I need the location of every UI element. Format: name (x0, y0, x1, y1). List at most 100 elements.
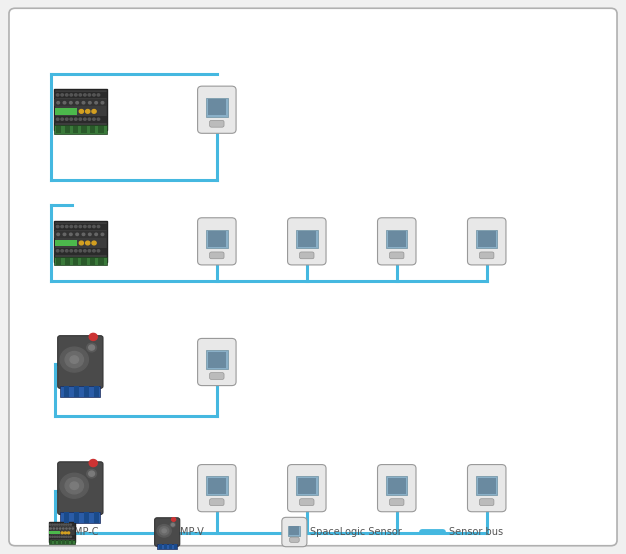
Circle shape (70, 94, 73, 96)
FancyBboxPatch shape (198, 338, 236, 386)
Circle shape (88, 118, 91, 120)
Circle shape (61, 524, 63, 525)
FancyBboxPatch shape (157, 544, 177, 550)
Circle shape (90, 334, 97, 341)
Bar (56, 126, 61, 133)
Circle shape (57, 101, 59, 104)
Bar (66, 540, 69, 543)
Circle shape (56, 536, 58, 537)
Circle shape (69, 528, 70, 529)
Circle shape (172, 517, 176, 521)
FancyBboxPatch shape (296, 476, 317, 495)
Bar (64, 258, 69, 265)
FancyBboxPatch shape (60, 386, 101, 397)
Circle shape (56, 524, 58, 525)
FancyBboxPatch shape (290, 537, 299, 542)
Bar (71, 540, 73, 543)
Bar (81, 258, 86, 265)
Circle shape (101, 101, 104, 104)
FancyBboxPatch shape (387, 478, 406, 494)
Circle shape (74, 94, 77, 96)
Circle shape (80, 110, 83, 113)
Circle shape (88, 101, 91, 104)
Circle shape (88, 94, 91, 96)
Circle shape (70, 225, 73, 228)
Bar (64, 512, 69, 523)
Circle shape (61, 536, 63, 537)
Circle shape (69, 101, 72, 104)
FancyBboxPatch shape (60, 512, 101, 523)
Circle shape (70, 118, 73, 120)
Circle shape (59, 524, 60, 525)
Bar (90, 126, 95, 133)
FancyBboxPatch shape (377, 465, 416, 512)
FancyBboxPatch shape (386, 476, 408, 495)
FancyBboxPatch shape (296, 229, 317, 248)
Circle shape (93, 94, 95, 96)
Circle shape (160, 527, 169, 535)
Circle shape (63, 233, 66, 235)
FancyBboxPatch shape (389, 499, 404, 506)
Circle shape (84, 225, 86, 228)
Bar (98, 126, 103, 133)
Circle shape (66, 536, 67, 537)
Circle shape (86, 241, 90, 245)
Bar (64, 126, 69, 133)
FancyBboxPatch shape (210, 373, 224, 379)
Bar (98, 258, 103, 265)
Bar (169, 544, 172, 550)
Bar (54, 257, 106, 265)
Circle shape (93, 250, 95, 252)
FancyBboxPatch shape (49, 522, 75, 542)
FancyBboxPatch shape (282, 517, 307, 547)
Bar (49, 531, 60, 535)
Bar (58, 540, 61, 543)
FancyBboxPatch shape (300, 252, 314, 259)
Bar (73, 258, 78, 265)
FancyBboxPatch shape (377, 218, 416, 265)
Bar (54, 92, 106, 98)
Circle shape (97, 225, 100, 228)
Circle shape (86, 110, 90, 113)
Circle shape (95, 233, 98, 235)
Bar (55, 240, 77, 247)
FancyBboxPatch shape (206, 350, 228, 369)
Bar (56, 258, 61, 265)
Circle shape (63, 101, 66, 104)
Bar (74, 512, 79, 523)
FancyBboxPatch shape (480, 252, 494, 259)
Bar (164, 544, 167, 550)
Circle shape (87, 343, 96, 352)
Bar (81, 126, 86, 133)
Circle shape (172, 524, 174, 526)
Circle shape (61, 250, 63, 252)
Circle shape (89, 345, 95, 350)
FancyBboxPatch shape (476, 229, 498, 248)
Circle shape (84, 250, 86, 252)
Bar (54, 231, 106, 238)
Circle shape (97, 118, 100, 120)
Text: SpaceLogic Sensor: SpaceLogic Sensor (310, 527, 402, 537)
Text: MP-C: MP-C (74, 527, 99, 537)
Circle shape (97, 250, 100, 252)
Circle shape (66, 94, 68, 96)
Circle shape (101, 233, 104, 235)
Circle shape (69, 233, 72, 235)
FancyBboxPatch shape (58, 336, 103, 388)
Circle shape (79, 225, 81, 228)
Circle shape (68, 536, 69, 537)
Circle shape (82, 233, 85, 235)
Bar (55, 108, 77, 115)
FancyBboxPatch shape (468, 465, 506, 512)
Circle shape (92, 110, 96, 113)
Circle shape (70, 524, 71, 525)
Circle shape (66, 250, 68, 252)
Circle shape (70, 536, 71, 537)
Circle shape (72, 528, 73, 529)
Bar (62, 540, 65, 543)
Circle shape (92, 241, 96, 245)
Circle shape (64, 532, 66, 534)
FancyBboxPatch shape (210, 120, 224, 127)
Circle shape (63, 536, 64, 537)
FancyBboxPatch shape (155, 518, 180, 546)
